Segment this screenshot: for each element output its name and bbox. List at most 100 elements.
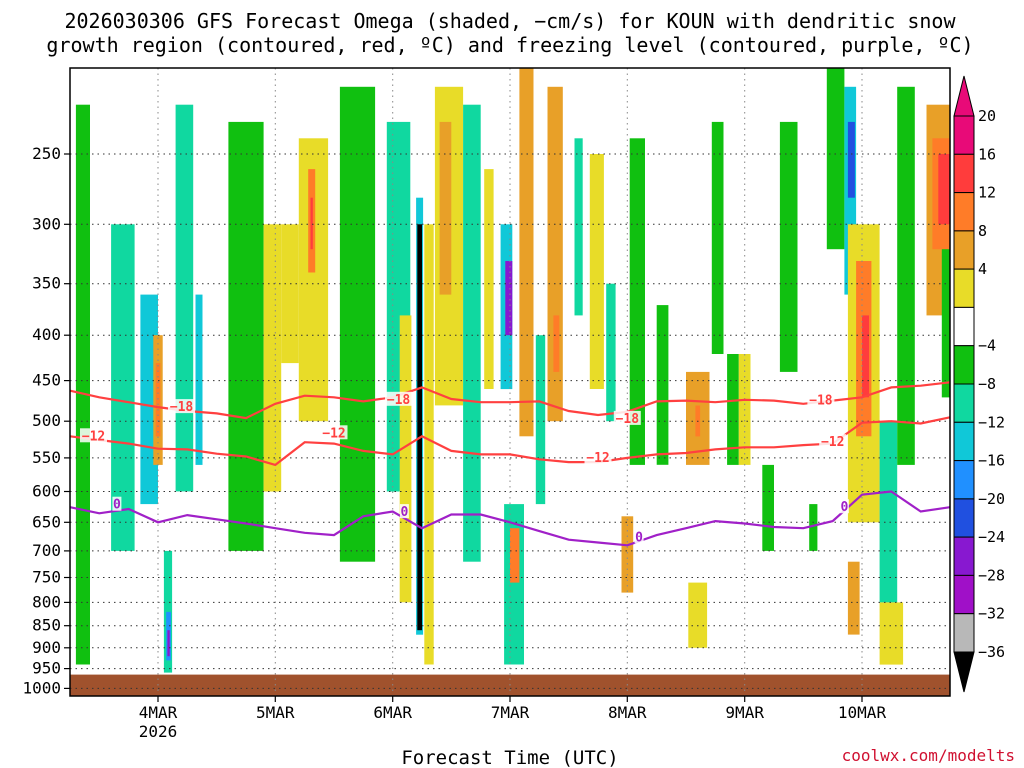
- colorbar: 20 16 12 8 4 −4 −8 −12 −16 −20 −24 −28 −32 −36: [953, 75, 1005, 693]
- omega-cell: [826, 68, 845, 250]
- contour-label: −18: [170, 400, 194, 415]
- omega-cell: [111, 224, 135, 551]
- colorbar-swatch: [953, 230, 975, 270]
- y-tick-label: 450: [32, 371, 61, 390]
- y-tick-label: 600: [32, 482, 61, 501]
- contour-line: [69, 381, 951, 420]
- x-tick-label: 9MAR: [725, 703, 764, 722]
- omega-cell: [155, 363, 161, 437]
- contour-label-bg: [807, 392, 835, 407]
- colorbar-tick-label: −28: [978, 566, 1005, 584]
- omega-shading: [75, 68, 950, 673]
- colorbar-bottom-arrow: [953, 651, 975, 693]
- contour-line: [69, 490, 951, 547]
- colorbar-swatch: [953, 306, 975, 347]
- y-tick-label: 850: [32, 616, 61, 635]
- contour-label: −18: [387, 393, 411, 408]
- colorbar-tick-label: 8: [978, 222, 987, 240]
- contour-label: 0: [840, 500, 848, 515]
- colorbar-swatch: [953, 345, 975, 385]
- omega-cell: [656, 305, 669, 465]
- colorbar-tick-label: −4: [978, 337, 996, 355]
- omega-cell: [339, 86, 376, 562]
- contour-label: −12: [322, 426, 345, 441]
- colorbar-tick-label: −36: [978, 643, 1005, 661]
- contour-label-bg: [839, 499, 849, 514]
- x-tick-label: 5MAR: [256, 703, 295, 722]
- omega-cell: [417, 224, 422, 631]
- omega-cell: [195, 294, 203, 465]
- omega-cell: [727, 354, 739, 465]
- contour-label-bg: [112, 496, 122, 511]
- omega-cell: [606, 283, 616, 422]
- omega-cell: [463, 104, 481, 562]
- contour-label-bg: [385, 391, 412, 406]
- omega-cell: [228, 121, 264, 551]
- colorbar-swatch: [953, 153, 975, 194]
- omega-cell: [310, 197, 313, 250]
- y-tick-label: 650: [32, 512, 61, 531]
- omega-cell: [711, 121, 724, 355]
- omega-cell: [399, 315, 412, 603]
- omega-cell: [167, 630, 170, 657]
- plot-area: −18 −18 −18 −18 −12 −12 −12 −12 0 0 0 0: [69, 67, 951, 697]
- contour-lines: −18 −18 −18 −18 −12 −12 −12 −12 0 0 0 0: [69, 381, 951, 547]
- y-tick-label: 500: [32, 411, 61, 430]
- y-tick-label: 900: [32, 638, 61, 657]
- y-tick-label: 700: [32, 541, 61, 560]
- omega-cell: [809, 504, 818, 551]
- omega-cell: [688, 582, 708, 648]
- contour-label-bg: [819, 434, 847, 449]
- x-tick-label: 6MAR: [373, 703, 412, 722]
- colorbar-tick-label: −16: [978, 452, 1005, 470]
- contour-label: 0: [635, 530, 643, 545]
- contour-label-bg: [320, 425, 348, 440]
- colorbar-tick-label: −12: [978, 413, 1005, 431]
- y-tick-label: 1000: [22, 678, 61, 697]
- x-tick-sublabel: 2026: [139, 722, 178, 741]
- credit-link[interactable]: coolwx.com/modelts: [842, 746, 1015, 765]
- colorbar-tick-label: 20: [978, 107, 996, 125]
- omega-cell: [281, 224, 299, 364]
- omega-cell: [439, 121, 452, 295]
- colorbar-swatch: [953, 498, 975, 538]
- y-tick-label: 350: [32, 274, 61, 293]
- contour-label-bg: [634, 529, 644, 544]
- colorbar-swatch: [953, 574, 975, 615]
- omega-cell: [879, 602, 904, 665]
- omega-cell: [779, 121, 798, 372]
- omega-cell: [163, 550, 173, 673]
- colorbar-tick-label: 16: [978, 145, 996, 163]
- colorbar-tick-label: −32: [978, 605, 1005, 623]
- omega-cell: [75, 104, 90, 665]
- omega-cell: [424, 224, 434, 665]
- colorbar-top-arrow: [953, 75, 975, 117]
- contour-label: −12: [586, 451, 609, 466]
- x-tick-label: 4MAR: [139, 703, 178, 722]
- chart-title-line1: 2026030306 GFS Forecast Omega (shaded, −…: [64, 9, 956, 33]
- omega-cell: [510, 528, 520, 583]
- omega-cell: [263, 224, 282, 492]
- y-tick-label: 800: [32, 592, 61, 611]
- colorbar-tick-label: −24: [978, 528, 1005, 546]
- omega-cell: [553, 315, 560, 372]
- omega-cell: [938, 154, 950, 225]
- colorbar-tick-label: −8: [978, 375, 996, 393]
- omega-cell: [879, 421, 898, 603]
- y-tick-label: 950: [32, 659, 61, 678]
- x-axis-label: Forecast Time (UTC): [401, 747, 618, 768]
- contour-label: −18: [616, 412, 640, 427]
- contour-label-bg: [613, 410, 641, 425]
- colorbar-swatch: [953, 192, 975, 232]
- omega-cell: [629, 138, 645, 465]
- contour-label-bg: [168, 399, 195, 414]
- colorbar-swatch: [953, 115, 975, 155]
- y-axis: 250 300 350 400 450 500 550 600 650 700 750 800 850 9…: [22, 144, 70, 697]
- omega-cell: [847, 561, 860, 635]
- contour-label: −12: [82, 429, 105, 444]
- contour-line: [69, 416, 951, 467]
- colorbar-tick-label: 12: [978, 184, 996, 202]
- x-tick-label: 8MAR: [608, 703, 647, 722]
